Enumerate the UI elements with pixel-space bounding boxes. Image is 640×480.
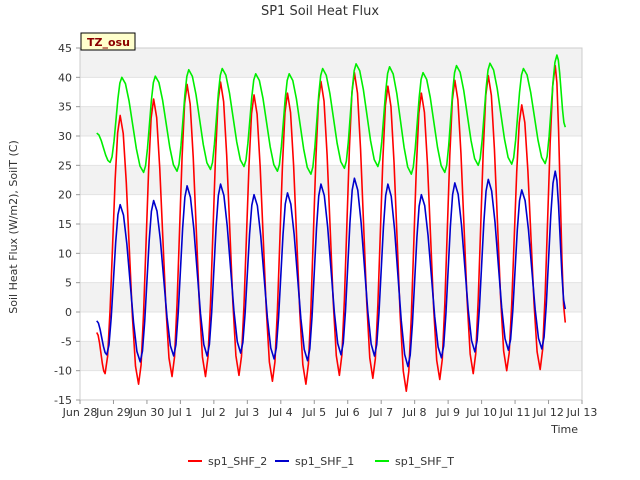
x-tick-label: Jul 7 bbox=[368, 406, 393, 419]
x-tick-label: Jul 12 bbox=[532, 406, 564, 419]
y-tick-label: -10 bbox=[54, 365, 72, 378]
legend-label-sp1_SHF_2: sp1_SHF_2 bbox=[208, 455, 267, 468]
x-tick-label: Jul 5 bbox=[301, 406, 326, 419]
x-tick-label: Jul 13 bbox=[566, 406, 598, 419]
tz-annotation-box bbox=[80, 32, 136, 51]
y-tick-label: 15 bbox=[58, 218, 72, 231]
grid-band bbox=[80, 282, 582, 312]
x-axis-label: Time bbox=[550, 423, 578, 436]
grid-band bbox=[80, 341, 582, 371]
legend: sp1_SHF_2 sp1_SHF_1 sp1_SHF_T bbox=[188, 455, 454, 468]
x-tick-label: Jun 28 bbox=[62, 406, 98, 419]
y-tick-label: -15 bbox=[54, 394, 72, 407]
x-tick-label: Jul 2 bbox=[201, 406, 226, 419]
y-tick-label: 20 bbox=[58, 189, 72, 202]
y-tick-label: 5 bbox=[65, 277, 72, 290]
y-tick-label: -5 bbox=[61, 335, 72, 348]
y-axis-ticks: -15 -10 -5 0 5 10 15 20 25 30 35 40 45 bbox=[54, 42, 80, 407]
y-tick-label: 30 bbox=[58, 130, 72, 143]
legend-label-sp1_SHF_T: sp1_SHF_T bbox=[395, 455, 454, 468]
series-lines bbox=[96, 54, 567, 392]
series-line-sp1_SHF_T bbox=[96, 54, 567, 175]
series-line-sp1_SHF_1 bbox=[96, 170, 567, 368]
y-tick-label: 0 bbox=[65, 306, 72, 319]
x-tick-label: Jun 29 bbox=[95, 406, 131, 419]
tz-annotation-text: TZ_osu bbox=[87, 36, 130, 49]
x-tick-label: Jul 11 bbox=[499, 406, 531, 419]
y-tick-label: 35 bbox=[58, 101, 72, 114]
grid-band bbox=[80, 165, 582, 195]
y-tick-label: 45 bbox=[58, 42, 72, 55]
chart-title: SP1 Soil Heat Flux bbox=[261, 4, 379, 19]
x-tick-label: Jul 3 bbox=[234, 406, 259, 419]
x-tick-label: Jul 1 bbox=[168, 406, 193, 419]
y-tick-label: 10 bbox=[58, 247, 72, 260]
x-tick-label: Jul 10 bbox=[465, 406, 497, 419]
legend-label-sp1_SHF_1: sp1_SHF_1 bbox=[295, 455, 354, 468]
x-tick-label: Jul 4 bbox=[268, 406, 293, 419]
y-tick-label: 25 bbox=[58, 159, 72, 172]
y-axis-label: Soil Heat Flux (W/m2), SoilT (C) bbox=[7, 140, 20, 313]
x-tick-label: Jul 6 bbox=[335, 406, 360, 419]
tz-annotation: TZ_osu bbox=[80, 32, 136, 51]
x-tick-label: Jun 30 bbox=[129, 406, 165, 419]
x-tick-label: Jul 8 bbox=[402, 406, 427, 419]
grid-band bbox=[80, 48, 582, 78]
x-tick-label: Jul 9 bbox=[435, 406, 460, 419]
series-line-sp1_SHF_2 bbox=[96, 64, 567, 392]
y-tick-label: 40 bbox=[58, 71, 72, 84]
